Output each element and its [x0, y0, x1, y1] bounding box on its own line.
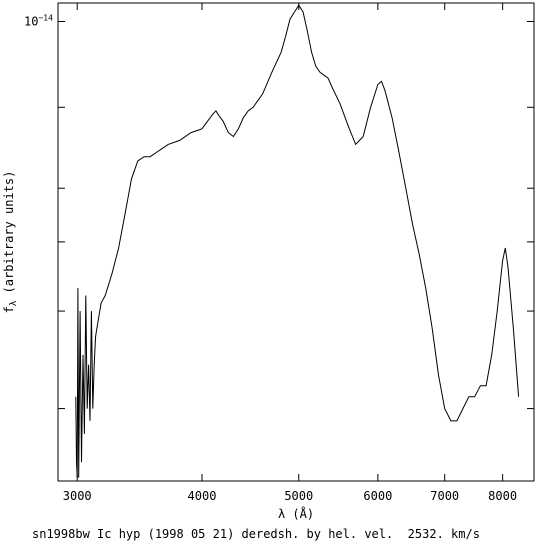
- y-tick-label-exponent: −14: [38, 14, 53, 23]
- x-axis-label: λ (Å): [278, 506, 314, 521]
- y-label-f: f: [2, 306, 16, 313]
- y-axis-ticks: 10−14: [24, 14, 534, 410]
- caption: sn1998bw Ic hyp (1998 05 21) deredsh. by…: [32, 527, 480, 541]
- y-tick-label: 10−14: [24, 14, 53, 29]
- x-tick-label: 5000: [284, 489, 313, 503]
- x-tick-label: 3000: [63, 489, 92, 503]
- y-label-subscript: λ: [9, 300, 19, 306]
- x-axis-ticks: 3000 4000 5000 6000 7000 8000: [63, 3, 517, 503]
- x-tick-label: 4000: [188, 489, 217, 503]
- spectrum-line: [75, 4, 520, 478]
- x-tick-label: 7000: [430, 489, 459, 503]
- y-axis-label: fλ (arbitrary units): [2, 171, 19, 314]
- x-tick-label: 6000: [363, 489, 392, 503]
- x-tick-label: 8000: [488, 489, 517, 503]
- y-tick-label-base: 10: [24, 15, 38, 29]
- y-label-rest: (arbitrary units): [2, 171, 16, 301]
